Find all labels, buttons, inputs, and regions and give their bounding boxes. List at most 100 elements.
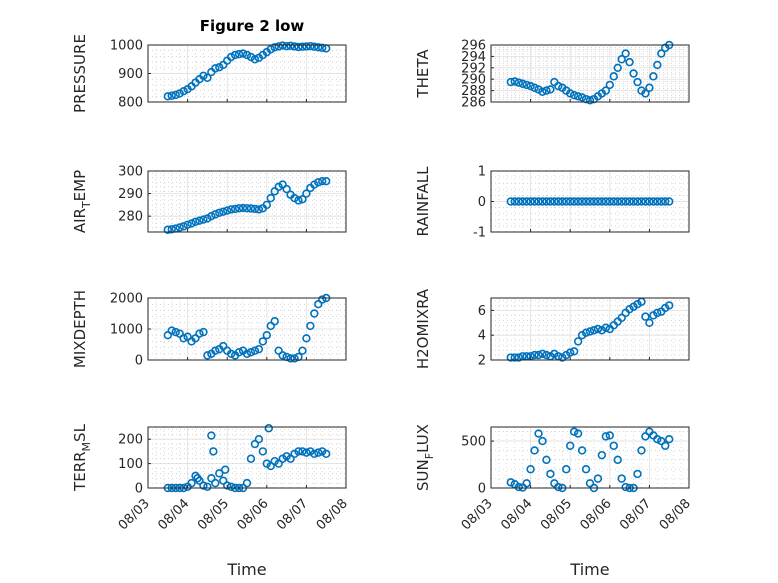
data-point xyxy=(302,448,311,457)
data-point xyxy=(230,204,240,214)
data-point xyxy=(264,424,273,433)
data-point xyxy=(179,334,188,343)
data-point xyxy=(171,90,180,100)
data-point xyxy=(215,208,224,217)
data-point xyxy=(294,196,303,205)
data-point xyxy=(302,42,311,51)
data-point xyxy=(601,86,611,95)
data-point xyxy=(649,197,658,206)
y-axis-label: MIXDEPTH xyxy=(71,290,89,368)
data-point xyxy=(641,312,650,321)
data-point xyxy=(605,80,614,90)
data-point xyxy=(522,479,531,488)
data-point xyxy=(191,217,200,227)
x-axis-label: Time xyxy=(226,560,266,579)
data-point xyxy=(250,439,260,449)
data-point xyxy=(538,349,547,358)
data-point xyxy=(286,41,295,51)
subplot-1: 800 900 1000 PRESSURE xyxy=(71,34,347,113)
y-tick-label: 294 xyxy=(461,50,486,65)
data-point xyxy=(242,349,252,358)
data-point xyxy=(617,197,626,206)
y-tick-label: 280 xyxy=(118,210,143,225)
x-tick-label: 08/04 xyxy=(155,496,192,533)
data-point xyxy=(617,313,626,323)
data-point xyxy=(633,197,642,206)
data-point xyxy=(554,482,563,492)
y-tick-label: 800 xyxy=(118,96,143,111)
data-point xyxy=(664,301,674,310)
y-tick-label: 290 xyxy=(118,187,143,202)
data-point xyxy=(637,197,646,206)
data-point xyxy=(207,431,216,440)
y-axis-label: THETA xyxy=(414,49,432,99)
y-tick-label: 1000 xyxy=(110,39,143,54)
y-axis-label: AIRTEMP xyxy=(71,170,93,233)
data-point xyxy=(645,318,654,327)
y-tick-label: 200 xyxy=(118,433,143,448)
data-point xyxy=(298,42,307,51)
data-point xyxy=(306,41,315,51)
data-point xyxy=(171,327,180,337)
data-point xyxy=(645,197,654,206)
data-point xyxy=(530,83,539,92)
axes-box xyxy=(490,426,690,489)
axes-box xyxy=(147,426,347,489)
series-markers xyxy=(163,293,331,363)
y-tick-label: 1 xyxy=(478,165,486,180)
y-tick-label: 0 xyxy=(478,482,486,497)
data-point xyxy=(230,50,240,60)
data-point xyxy=(577,93,587,102)
data-point xyxy=(601,432,611,441)
data-point xyxy=(262,200,271,210)
data-point xyxy=(597,197,607,206)
data-point xyxy=(211,346,220,355)
data-point xyxy=(298,346,307,355)
data-point xyxy=(546,469,555,479)
data-point xyxy=(609,72,618,81)
y-axis-label: TERRMSL xyxy=(71,423,93,492)
y-axis-label: PRESSURE xyxy=(71,34,89,113)
data-point xyxy=(262,331,271,340)
data-point xyxy=(199,327,208,337)
data-point xyxy=(625,57,634,67)
data-point xyxy=(613,63,622,73)
data-point xyxy=(195,216,204,225)
x-axis-label: Time xyxy=(569,560,609,579)
data-point xyxy=(314,178,323,187)
subplot-8: 0 500 SUNFLUX 08/03 08/04 08/05 08/06 08/07 08/0… xyxy=(414,424,694,579)
series-markers xyxy=(163,41,331,101)
data-point xyxy=(653,308,662,318)
data-point xyxy=(613,197,622,206)
data-point xyxy=(193,474,202,483)
data-point xyxy=(565,441,575,450)
data-point xyxy=(278,41,287,50)
data-point xyxy=(226,349,236,358)
data-point xyxy=(167,225,176,234)
data-point xyxy=(209,447,218,456)
data-point xyxy=(522,80,531,90)
y-tick-label: 290 xyxy=(461,73,486,88)
data-point xyxy=(653,60,662,70)
y-tick-label: 500 xyxy=(461,435,486,450)
data-point xyxy=(318,176,327,186)
data-point xyxy=(526,81,535,91)
data-point xyxy=(510,197,519,206)
data-point xyxy=(250,55,260,64)
x-tick-label: 08/07 xyxy=(274,496,311,533)
data-point xyxy=(573,337,583,346)
data-point xyxy=(282,41,291,51)
data-point xyxy=(306,321,315,331)
data-point xyxy=(569,347,579,356)
data-point xyxy=(526,197,535,206)
data-point xyxy=(534,197,543,206)
data-point xyxy=(294,42,303,52)
data-point xyxy=(203,482,212,491)
data-point xyxy=(577,446,587,455)
data-point xyxy=(510,77,519,86)
subplot-6: 2 4 6 H2OMIXRA xyxy=(414,288,690,369)
y-tick-label: 0 xyxy=(135,482,143,497)
y-tick-label: 288 xyxy=(461,84,486,99)
